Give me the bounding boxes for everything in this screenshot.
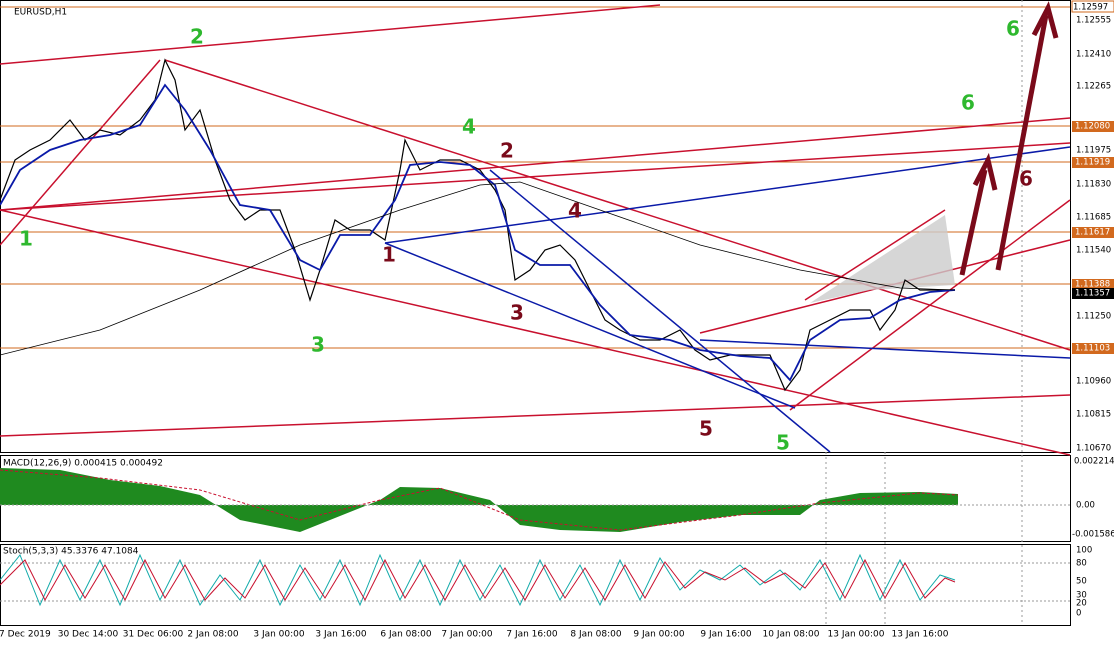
wave-label: 4 — [568, 199, 582, 223]
wave-label: 2 — [500, 139, 514, 163]
wave-label: 1 — [382, 243, 396, 267]
macd-label: MACD(12,26,9) 0.000415 0.000492 — [3, 459, 163, 469]
stoch-axis-label: 100 — [1076, 546, 1092, 556]
date-label: 27 Dec 2019 — [0, 630, 51, 640]
stoch-main — [0, 553, 956, 607]
vertical-grid — [825, 0, 1023, 625]
forecast-arrows — [959, 1, 1059, 276]
date-label: 6 Jan 08:00 — [380, 630, 432, 640]
price-label: 1.10960 — [1076, 377, 1111, 387]
wave-label: 6 — [961, 91, 975, 115]
stoch-label: Stoch(5,3,3) 45.3376 47.1084 — [3, 547, 139, 557]
stoch-axis-label: 50 — [1076, 577, 1087, 587]
wave-label: 6 — [1019, 167, 1033, 191]
price-label: 1.12555 — [1076, 16, 1111, 26]
price-label: 1.10815 — [1076, 410, 1111, 420]
date-label: 10 Jan 08:00 — [763, 630, 820, 640]
macd-axis-label: -0.001586 — [1072, 530, 1114, 540]
wave-label: 6 — [1006, 17, 1020, 41]
stoch-signal — [0, 558, 956, 602]
stoch-axis-label: 20 — [1076, 599, 1087, 609]
main-panel — [0, 0, 1071, 453]
price-label: 1.11830 — [1076, 180, 1111, 190]
price-label: 1.12410 — [1076, 50, 1111, 60]
date-axis: 27 Dec 2019 30 Dec 14:00 31 Dec 06:00 2 … — [0, 630, 949, 640]
price-label: 1.12080 — [1075, 122, 1110, 132]
date-label: 7 Jan 16:00 — [506, 630, 558, 640]
moving-average — [0, 83, 956, 382]
wave-label: 4 — [462, 115, 476, 139]
price-label: 1.10670 — [1076, 444, 1111, 454]
date-label: 8 Jan 08:00 — [570, 630, 622, 640]
price-label: 1.11975 — [1076, 146, 1111, 156]
date-label: 3 Jan 00:00 — [253, 630, 305, 640]
macd-histogram — [0, 468, 958, 532]
price-label: 1.11388 — [1075, 280, 1110, 290]
date-label: 13 Jan 16:00 — [892, 630, 949, 640]
date-label: 13 Jan 00:00 — [828, 630, 885, 640]
wave-label: 3 — [510, 301, 524, 325]
price-label: 1.11250 — [1076, 312, 1111, 322]
macd-axis-label: 0.00 — [1076, 501, 1095, 511]
price-label: 1.11919 — [1075, 158, 1110, 168]
date-label: 3 Jan 16:00 — [315, 630, 367, 640]
wave-label: 3 — [311, 333, 325, 357]
wave-label: 2 — [190, 25, 204, 49]
stoch-axis-label: 30 — [1076, 591, 1087, 601]
slow-ma — [0, 181, 956, 356]
price-label: 1.11685 — [1076, 213, 1111, 223]
stoch-axis-label: 80 — [1076, 559, 1087, 569]
shaded-zone — [810, 215, 955, 303]
macd-axis-label: 0.002214 — [1074, 457, 1114, 467]
price-label: 1.11617 — [1075, 228, 1110, 238]
price-label: 1.12597 — [1073, 3, 1108, 13]
stoch-axis-label: 0 — [1076, 609, 1081, 619]
wave-label: 1 — [19, 227, 33, 251]
price-boxes — [1071, 0, 1114, 354]
channel-lines — [384, 146, 1071, 453]
price-label: 1.11103 — [1075, 344, 1110, 354]
date-label: 31 Dec 06:00 — [123, 630, 184, 640]
date-label: 9 Jan 16:00 — [700, 630, 752, 640]
symbol-label: EURUSD,H1 — [14, 8, 67, 18]
price-label: 1.12265 — [1076, 82, 1111, 92]
macd-signal — [0, 469, 959, 531]
date-label: 7 Jan 00:00 — [441, 630, 493, 640]
wave-label: 5 — [776, 431, 790, 455]
wave-label: 5 — [699, 417, 713, 441]
date-label: 9 Jan 00:00 — [633, 630, 685, 640]
date-label: 2 Jan 08:00 — [187, 630, 239, 640]
price-label: 1.11540 — [1076, 246, 1111, 256]
date-label: 30 Dec 14:00 — [58, 630, 119, 640]
price-label: 1.11357 — [1075, 289, 1110, 299]
